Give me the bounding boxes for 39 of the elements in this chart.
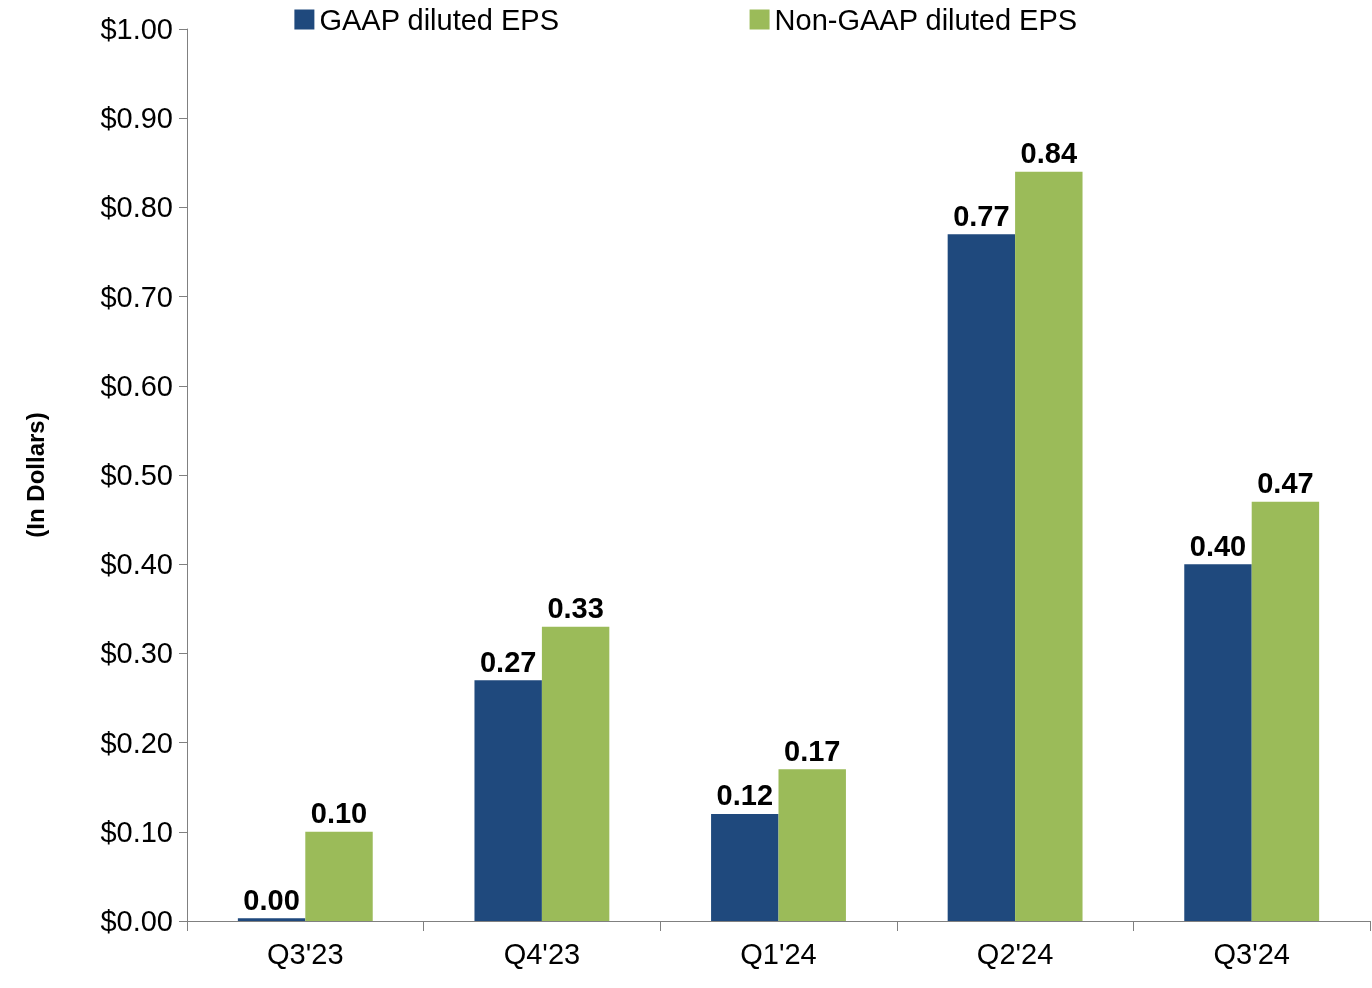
bar: [947, 234, 1016, 921]
y-tick-label: $0.90: [100, 102, 173, 135]
y-tick-label: $1.00: [100, 13, 173, 45]
data-label: 0.10: [310, 797, 368, 830]
bar: [711, 813, 779, 921]
data-label: 0.27: [479, 645, 537, 678]
legend-label: GAAP diluted EPS: [319, 3, 560, 36]
y-tick-label: $0.60: [100, 369, 173, 402]
x-tick-label: Q4'23: [503, 937, 581, 970]
y-tick-label: $0.00: [100, 905, 173, 937]
y-tick-label: $0.20: [100, 726, 173, 759]
data-label: 0.77: [953, 199, 1010, 232]
data-label: 0.47: [1257, 467, 1314, 500]
y-tick-label: $0.70: [100, 280, 173, 313]
bar: [541, 626, 610, 921]
x-tick-label: Q2'24: [976, 937, 1054, 970]
y-tick-label: $0.40: [100, 548, 173, 581]
data-label: 0.84: [1020, 137, 1078, 170]
data-label: 0.00: [243, 883, 300, 916]
bar: [1251, 501, 1320, 921]
x-tick-label: Q3'23: [267, 937, 344, 970]
data-label: 0.40: [1189, 529, 1247, 562]
y-tick-label: $0.30: [100, 637, 173, 670]
x-tick-label: Q1'24: [740, 937, 817, 970]
bar: [778, 769, 846, 921]
data-label: 0.17: [783, 734, 841, 767]
y-tick-label: $0.10: [100, 815, 173, 848]
y-tick-label: $0.80: [100, 191, 173, 224]
y-axis-title: (In Dollars): [21, 412, 49, 538]
data-label: 0.33: [547, 592, 604, 625]
legend-label: Non-GAAP diluted EPS: [774, 3, 1078, 36]
bar: [474, 680, 542, 921]
data-label: 0.12: [716, 779, 774, 812]
x-tick-label: Q3'24: [1213, 937, 1290, 970]
bar: [305, 831, 373, 921]
bar: [1015, 171, 1083, 921]
bar: [1184, 564, 1252, 921]
bar: [237, 918, 306, 921]
y-tick-label: $0.50: [100, 459, 173, 491]
